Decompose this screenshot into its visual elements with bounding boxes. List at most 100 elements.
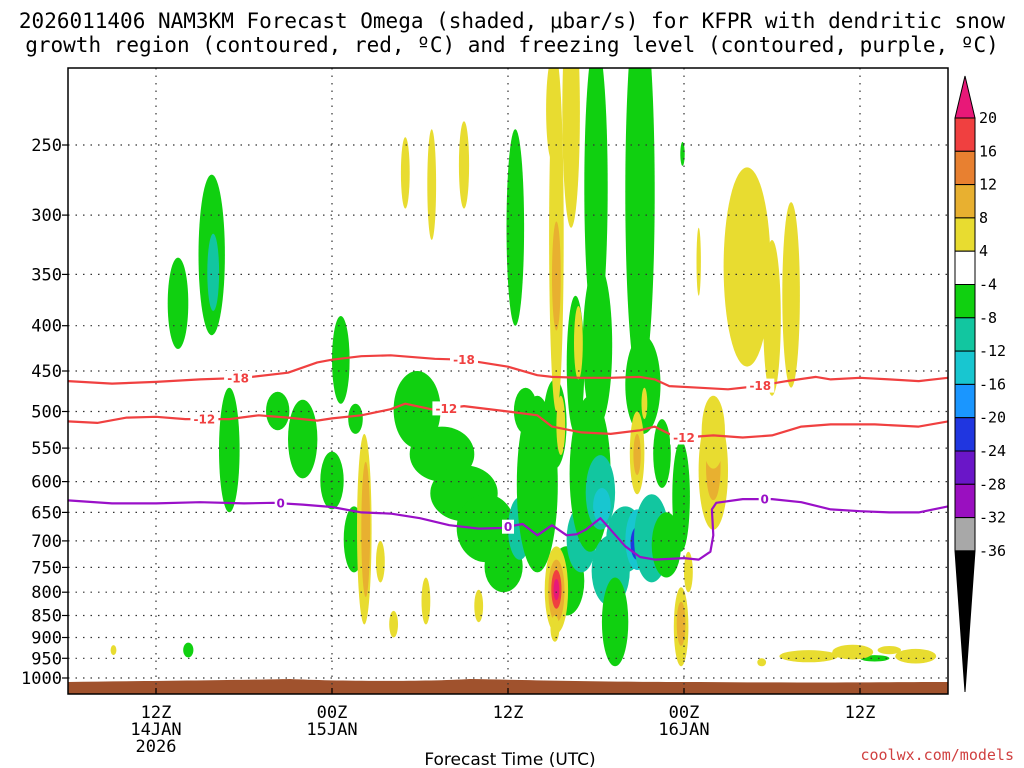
x-tick-label: 12Z [845, 703, 876, 723]
contour-label: -12 [673, 431, 695, 445]
omega-cell [393, 371, 441, 449]
contour-label-bg [190, 412, 219, 427]
colorbar-label: -4 [979, 276, 997, 294]
omega-cell [782, 202, 800, 388]
x-tick-label: 16JAN [658, 720, 709, 740]
omega-cell [458, 121, 470, 209]
omega-cell [895, 648, 937, 664]
colorbar-segment [954, 350, 976, 385]
omega-cell [553, 579, 560, 601]
omega-cell [680, 141, 685, 166]
omega-cell [676, 601, 686, 646]
contour-label-bg [224, 371, 253, 385]
omega-cell [593, 488, 611, 524]
y-tick-label: 700 [31, 532, 62, 552]
y-tick-label: 400 [31, 317, 62, 337]
chart-title-line2: growth region (contoured, red, ºC) and f… [25, 33, 999, 57]
omega-cell [641, 387, 648, 420]
omega-cell [427, 129, 437, 240]
colorbar-segment [954, 517, 976, 552]
contour-labels: -18 -18 -18 -12 -12 -12 0 0 0 [190, 352, 775, 534]
contour-line [68, 402, 948, 439]
omega-cell [348, 403, 363, 434]
colorbar-top-arrow [954, 75, 976, 119]
credit-text: coolwx.com/models [860, 746, 1014, 764]
colorbar-segment [954, 150, 976, 186]
colorbar-label: 12 [979, 176, 997, 194]
omega-cell [779, 650, 838, 663]
terrain [68, 679, 948, 694]
colorbar-segment [954, 250, 976, 285]
x-tick-label: 00Z [669, 703, 700, 723]
omega-cell [183, 642, 194, 658]
omega-cell [757, 658, 767, 667]
omega-cell [421, 577, 431, 625]
omega-cell [672, 441, 690, 552]
x-tick-label: 15JAN [306, 720, 357, 740]
colorbar-segment [954, 450, 976, 485]
x-tick-label: 2026 [136, 737, 177, 757]
contour-label: 0 [504, 520, 512, 534]
y-tick-label: 650 [31, 503, 62, 523]
omega-cell [474, 589, 484, 623]
omega-cell [723, 167, 771, 367]
contour-label-bg [746, 378, 775, 393]
y-axis: 2503003504004505005506006507007508008509… [21, 136, 68, 689]
y-tick-label: 1000 [21, 669, 62, 689]
colorbar-label: -32 [979, 509, 1006, 527]
omega-cell [633, 433, 641, 476]
omega-cell [376, 540, 385, 583]
colorbar-label: 16 [979, 142, 997, 160]
x-tick-label: 12Z [141, 703, 172, 723]
omega-cell [361, 461, 371, 597]
y-tick-label: 750 [31, 558, 62, 578]
omega-cell [582, 263, 613, 427]
omega-cell [266, 391, 290, 431]
y-tick-label: 550 [31, 439, 62, 459]
colorbar-segment [954, 217, 976, 252]
omega-cell [207, 233, 220, 311]
colorbar-label: -24 [979, 442, 1006, 460]
colorbar-label: -16 [979, 375, 1006, 393]
y-tick-label: 500 [31, 403, 62, 423]
y-tick-label: 900 [31, 629, 62, 649]
omega-cell [562, 68, 580, 228]
colorbar-label: -36 [979, 542, 1006, 560]
omega-cell [832, 644, 874, 660]
colorbar-label: -12 [979, 342, 1006, 360]
contour-label-bg [670, 430, 698, 445]
colorbar-segment [954, 184, 976, 219]
y-tick-label: 600 [31, 473, 62, 493]
colorbar-label: -20 [979, 409, 1006, 427]
omega-cell [400, 137, 410, 209]
contour-label-bg [758, 492, 771, 507]
omega-cell [625, 335, 661, 434]
omega-cell [552, 221, 561, 331]
colorbar-segment [954, 417, 976, 452]
y-tick-label: 450 [31, 362, 62, 382]
colorbar-bottom-arrow [954, 550, 976, 693]
omega-cell [288, 399, 318, 479]
x-tick-label: 14JAN [130, 720, 181, 740]
omega-cell [550, 615, 560, 642]
x-tick-label: 00Z [317, 703, 348, 723]
colorbar-segment [954, 483, 976, 519]
y-tick-label: 250 [31, 136, 62, 156]
contour-label: 0 [277, 497, 285, 511]
colorbar-label: 8 [979, 209, 988, 227]
colorbar-segment [954, 284, 976, 319]
x-tick-label: 12Z [493, 703, 524, 723]
contour-label: 0 [761, 493, 769, 507]
contour-label-bg [274, 496, 287, 511]
colorbar-label: 20 [979, 109, 997, 127]
omega-shading [110, 68, 937, 667]
contour-label: -12 [194, 413, 216, 427]
colorbar-segment [954, 317, 976, 352]
omega-cell [506, 129, 525, 326]
omega-cell [651, 512, 682, 578]
y-tick-label: 850 [31, 607, 62, 627]
omega-cell [684, 551, 693, 593]
omega-cell [625, 68, 655, 388]
colorbar: 20 16 12 8 4 -4 -8 -12 -16 -20 -24 -28 -32 -36 [954, 75, 1006, 693]
